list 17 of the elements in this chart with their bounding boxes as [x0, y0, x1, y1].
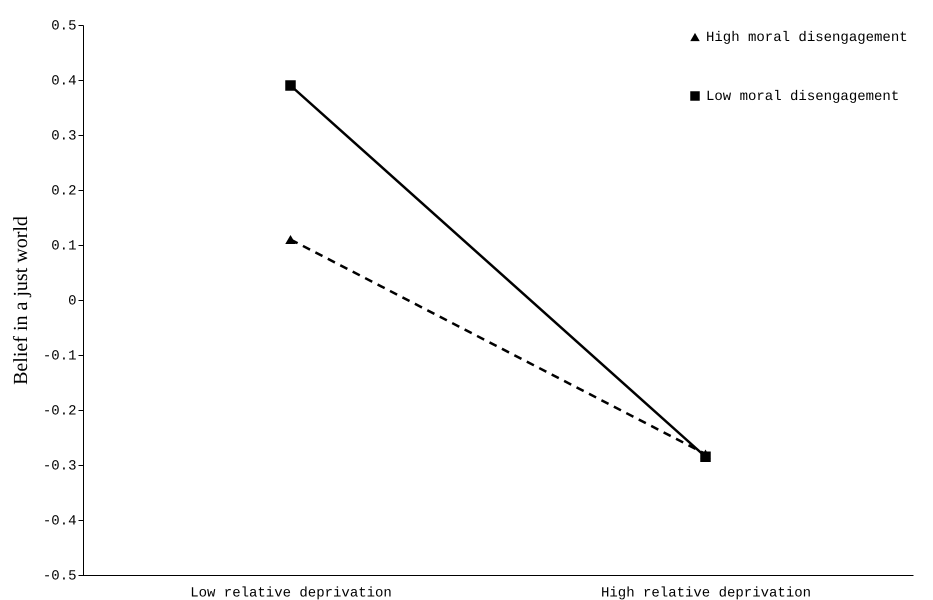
x-tick-label: High relative deprivation — [600, 586, 812, 600]
y-tick-label: 0.5 — [51, 18, 76, 34]
x-tick-label: Low relative deprivation — [190, 586, 392, 600]
legend-label: High moral disengagement — [706, 30, 908, 46]
y-tick-label: 0 — [68, 294, 76, 310]
point — [285, 80, 296, 91]
y-tick-label: -0.2 — [42, 404, 76, 420]
y-tick-label: -0.1 — [42, 348, 76, 364]
y-tick-label: -0.5 — [42, 568, 76, 584]
y-tick-label: 0.2 — [51, 184, 76, 200]
y-tick-label: 0.4 — [51, 74, 76, 90]
y-axis-title: Belief in a just world — [10, 216, 32, 385]
y-tick-label: 0.1 — [51, 238, 76, 254]
legend-label: Low moral disengagement — [706, 89, 900, 105]
y-tick-label: -0.4 — [42, 514, 76, 530]
y-tick-label: -0.3 — [42, 458, 76, 474]
y-tick-label: 0.3 — [51, 128, 76, 144]
